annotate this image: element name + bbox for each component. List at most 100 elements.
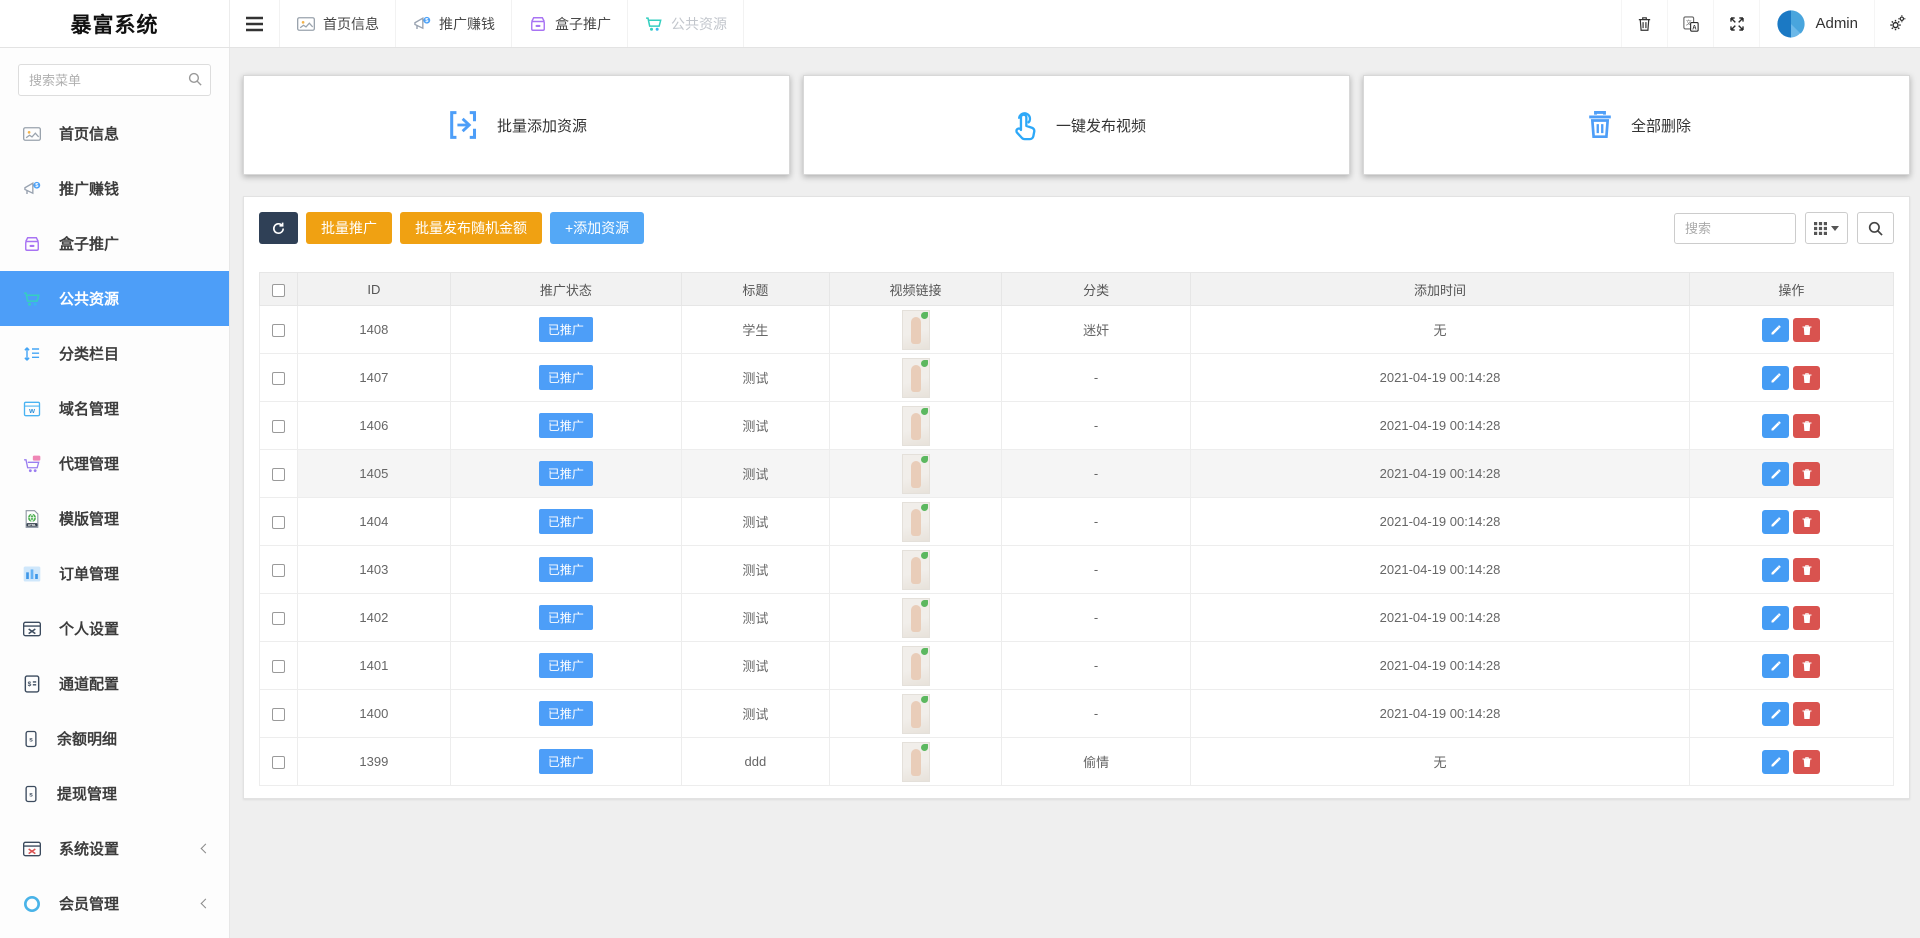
row-checkbox[interactable]	[271, 420, 285, 434]
video-thumbnail[interactable]	[901, 501, 930, 542]
edit-button[interactable]	[1762, 557, 1790, 582]
sidebar-item-system[interactable]: 系统设置	[0, 821, 229, 876]
delete-button[interactable]	[1793, 509, 1821, 534]
row-checkbox[interactable]	[271, 660, 285, 674]
edit-button[interactable]	[1762, 749, 1790, 774]
row-checkbox[interactable]	[271, 708, 285, 722]
sidebar-item-withdraw[interactable]: s 提现管理	[0, 766, 229, 821]
sidebar-item-home-info[interactable]: 首页信息	[0, 106, 229, 161]
row-checkbox[interactable]	[271, 372, 285, 386]
sidebar-item-template[interactable]: HTML 模版管理	[0, 491, 229, 546]
edit-button[interactable]	[1762, 701, 1790, 726]
edit-button[interactable]	[1762, 605, 1790, 630]
video-thumbnail[interactable]	[901, 309, 930, 350]
row-video-cell	[829, 449, 1002, 498]
delete-button[interactable]	[1793, 557, 1821, 582]
tab-promote-earn[interactable]: $ 推广赚钱	[396, 0, 512, 47]
fullscreen-button[interactable]	[1713, 0, 1759, 47]
delete-button[interactable]	[1793, 413, 1821, 438]
edit-button[interactable]	[1762, 653, 1790, 678]
edit-button[interactable]	[1762, 365, 1790, 390]
gears-icon	[1888, 14, 1907, 33]
edit-button[interactable]	[1762, 461, 1790, 486]
delete-button[interactable]	[1793, 461, 1821, 486]
edit-button[interactable]	[1762, 509, 1790, 534]
sidebar-item-box-promote[interactable]: 盒子推广	[0, 216, 229, 271]
public-resource-icon	[644, 14, 664, 34]
edit-button[interactable]	[1762, 317, 1790, 342]
delete-button[interactable]	[1793, 317, 1821, 342]
columns-dropdown-button[interactable]	[1805, 212, 1848, 244]
quick-action-cards: 批量添加资源 一键发布视频 全部删除	[243, 75, 1910, 175]
video-thumbnail[interactable]	[901, 549, 930, 590]
video-thumbnail[interactable]	[901, 693, 930, 734]
select-all-checkbox[interactable]	[271, 283, 285, 297]
sidebar-item-label: 余额明细	[57, 731, 118, 748]
sidebar-item-category[interactable]: 分类栏目	[0, 326, 229, 381]
tab-label: 首页信息	[323, 15, 379, 32]
row-category: -	[1000, 401, 1192, 450]
pencil-icon	[1770, 708, 1782, 720]
row-id: 1408	[296, 305, 452, 354]
batch-add-card-button[interactable]: 批量添加资源	[243, 75, 790, 175]
row-checkbox[interactable]	[271, 756, 285, 770]
row-category: 偷情	[1000, 737, 1192, 786]
sidebar-item-channel[interactable]: $ 通道配置	[0, 656, 229, 711]
tab-home-info[interactable]: 首页信息	[280, 0, 396, 47]
row-actions-cell	[1688, 401, 1895, 450]
admin-menu[interactable]: Admin	[1759, 0, 1874, 47]
video-thumbnail[interactable]	[901, 453, 930, 494]
video-thumbnail[interactable]	[901, 405, 930, 446]
sidebar-item-order[interactable]: 订单管理	[0, 546, 229, 601]
row-checkbox[interactable]	[271, 564, 285, 578]
delete-button[interactable]	[1793, 701, 1821, 726]
row-status-cell: 已推广	[450, 449, 682, 498]
sidebar-item-public-resource[interactable]: 公共资源	[0, 271, 229, 326]
batch-promote-button[interactable]: 批量推广	[306, 212, 392, 244]
tab-public-resource-active[interactable]: 公共资源	[628, 0, 744, 47]
refresh-button[interactable]	[259, 212, 298, 244]
column-header: 推广状态	[450, 272, 682, 306]
sidebar-toggle-button[interactable]	[230, 0, 280, 47]
row-category: 迷奸	[1000, 305, 1192, 354]
status-badge: 已推广	[538, 317, 593, 342]
row-title: 测试	[680, 641, 831, 690]
row-id: 1400	[296, 689, 452, 738]
row-status-cell: 已推广	[450, 737, 682, 786]
one-key-publish-card-button[interactable]: 一键发布视频	[803, 75, 1350, 175]
edit-button[interactable]	[1762, 413, 1790, 438]
delete-button[interactable]	[1793, 365, 1821, 390]
delete-button[interactable]	[1793, 749, 1821, 774]
clear-cache-button[interactable]	[1621, 0, 1667, 47]
column-header: 标题	[680, 272, 831, 306]
row-id: 1406	[296, 401, 452, 450]
row-select-cell	[259, 449, 298, 498]
settings-button[interactable]	[1874, 0, 1920, 47]
sidebar-item-personal[interactable]: 个人设置	[0, 601, 229, 656]
row-checkbox[interactable]	[271, 516, 285, 530]
delete-button[interactable]	[1793, 605, 1821, 630]
delete-button[interactable]	[1793, 653, 1821, 678]
sidebar-item-member[interactable]: 会员管理	[0, 876, 229, 931]
row-checkbox[interactable]	[271, 324, 285, 338]
sidebar-item-promote-earn[interactable]: $ 推广赚钱	[0, 161, 229, 216]
row-title: 测试	[680, 689, 831, 738]
sidebar-item-domain[interactable]: w 域名管理	[0, 381, 229, 436]
delete-all-card-button[interactable]: 全部删除	[1363, 75, 1910, 175]
sidebar-item-balance[interactable]: s 余额明细	[0, 711, 229, 766]
batch-publish-random-amount-button[interactable]: 批量发布随机金额	[400, 212, 542, 244]
add-resource-button[interactable]: +添加资源	[550, 212, 645, 244]
video-thumbnail[interactable]	[901, 741, 930, 782]
search-button[interactable]	[1857, 212, 1894, 244]
video-thumbnail[interactable]	[901, 357, 930, 398]
video-thumbnail[interactable]	[901, 645, 930, 686]
sidebar-item-agent[interactable]: 代理管理	[0, 436, 229, 491]
table-search-input[interactable]	[1674, 212, 1796, 244]
tab-box-promote[interactable]: 盒子推广	[512, 0, 628, 47]
menu-search-input[interactable]	[18, 64, 211, 96]
video-thumbnail[interactable]	[901, 597, 930, 638]
batch-add-icon	[446, 106, 484, 144]
row-checkbox[interactable]	[271, 612, 285, 626]
row-checkbox[interactable]	[271, 468, 285, 482]
